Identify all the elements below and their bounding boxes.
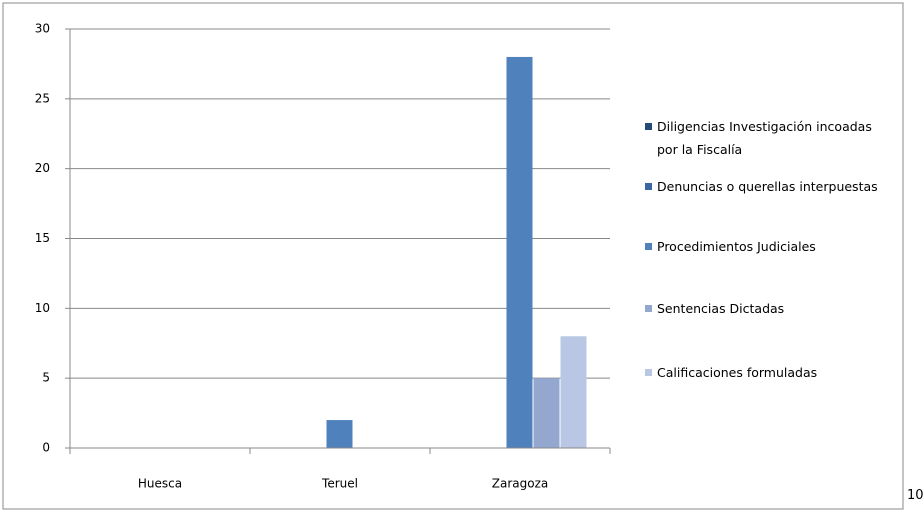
bar (560, 336, 587, 448)
bar (506, 56, 533, 448)
legend-label: Calificaciones formuladas (657, 365, 818, 380)
y-tick-label: 30 (35, 22, 50, 36)
legend-swatch (645, 123, 652, 130)
y-tick-label: 20 (35, 161, 50, 175)
page-number: 10 (907, 488, 923, 503)
bar (533, 378, 560, 448)
x-tick-label: Teruel (321, 477, 358, 491)
legend-label: Diligencias Investigación incoadas por l… (657, 119, 872, 157)
legend-swatch (645, 369, 652, 376)
legend-swatch (645, 305, 652, 312)
legend-swatch (645, 183, 652, 190)
bar (326, 420, 353, 448)
legend-label: Sentencias Dictadas (657, 301, 785, 316)
legend-swatch (645, 243, 652, 250)
x-tick-label: Zaragoza (492, 477, 548, 491)
y-tick-label: 0 (42, 441, 50, 455)
legend-label: Denuncias o querellas interpuestas (657, 179, 878, 194)
y-tick-label: 25 (35, 91, 50, 105)
y-tick-label: 15 (35, 231, 50, 245)
y-tick-label: 5 (42, 371, 50, 385)
y-tick-label: 10 (35, 301, 50, 315)
legend-label: Procedimientos Judiciales (657, 239, 816, 254)
chart-border (2, 2, 904, 510)
x-tick-label: Huesca (138, 477, 182, 491)
